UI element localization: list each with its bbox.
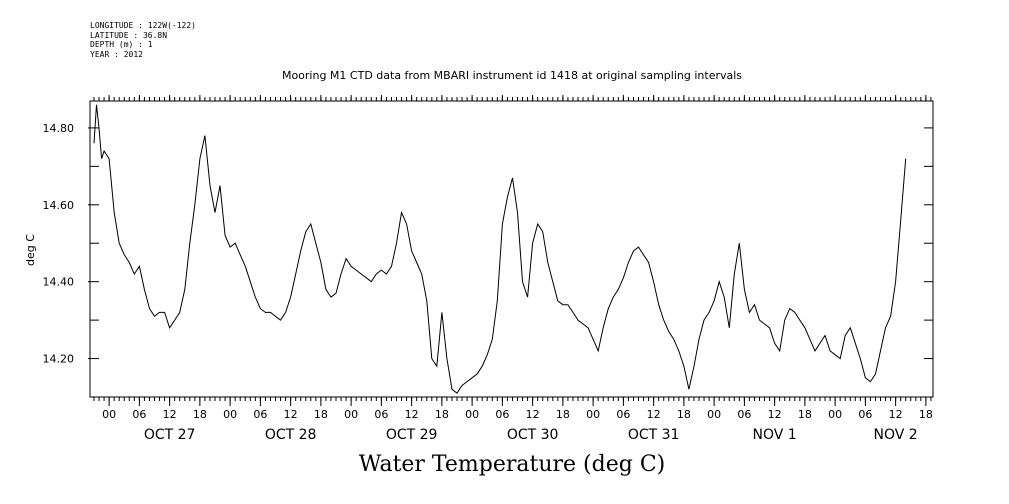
- x-tick-label: 12: [889, 408, 903, 421]
- x-date-label: OCT 27: [144, 427, 196, 443]
- axis-tick-labels: 00 06 12 18 00 06 12 18 00 06 12 18 00 06 12 18 00 06 12 18…: [43, 122, 933, 443]
- x-tick-label: 06: [616, 408, 630, 421]
- x-tick-label: 12: [163, 408, 177, 421]
- longitude-label: LONGITUDE : 122W(-122): [90, 21, 196, 30]
- axis-ticks: [88, 95, 933, 406]
- latitude-label: LATITUDE : 36.8N: [90, 30, 168, 40]
- x-date-label: OCT 29: [386, 427, 438, 443]
- x-tick-label: 00: [586, 408, 600, 421]
- x-date-label: NOV 1: [753, 427, 797, 443]
- x-tick-label: 00: [102, 408, 116, 421]
- x-tick-label: 18: [556, 408, 570, 421]
- y-tick-label: 14.40: [43, 276, 75, 289]
- plot-frame: [89, 100, 934, 398]
- x-tick-label: 12: [405, 408, 419, 421]
- metadata-block: LONGITUDE : 122W(-122) LATITUDE : 36.8N …: [90, 21, 196, 59]
- chart-title: Mooring M1 CTD data from MBARI instrumen…: [281, 69, 743, 82]
- x-tick-label: 00: [707, 408, 721, 421]
- x-tick-label: 00: [223, 408, 237, 421]
- x-date-label: OCT 28: [265, 427, 317, 443]
- x-tick-label: 00: [465, 408, 479, 421]
- y-axis-label: deg C: [24, 234, 37, 266]
- y-tick-label: 14.80: [43, 122, 75, 135]
- x-tick-label: 06: [858, 408, 872, 421]
- water-temperature-series-line: [93, 104, 907, 394]
- x-tick-label: 12: [768, 408, 782, 421]
- x-tick-label: 18: [314, 408, 328, 421]
- x-tick-label: 06: [737, 408, 751, 421]
- x-tick-label: 18: [193, 408, 207, 421]
- x-tick-label: 12: [284, 408, 298, 421]
- x-tick-label: 18: [798, 408, 812, 421]
- x-tick-label: 18: [919, 408, 933, 421]
- x-tick-label: 06: [495, 408, 509, 421]
- x-date-label: OCT 30: [507, 427, 559, 443]
- footer-title: Water Temperature (deg C): [358, 452, 666, 477]
- x-date-label: OCT 31: [628, 427, 680, 443]
- x-tick-label: 12: [526, 408, 540, 421]
- x-tick-label: 18: [435, 408, 449, 421]
- y-tick-label: 14.60: [43, 199, 75, 212]
- depth-label: DEPTH (m) : 1: [90, 40, 153, 49]
- x-tick-label: 06: [132, 408, 146, 421]
- x-tick-label: 12: [647, 408, 661, 421]
- x-date-label: NOV 2: [874, 427, 918, 443]
- y-tick-label: 14.20: [43, 353, 75, 366]
- x-tick-label: 06: [374, 408, 388, 421]
- x-tick-label: 18: [677, 408, 691, 421]
- year-label: YEAR : 2012: [90, 49, 143, 59]
- series-group: [93, 104, 907, 394]
- x-tick-label: 06: [253, 408, 267, 421]
- x-tick-label: 00: [344, 408, 358, 421]
- x-tick-label: 00: [828, 408, 842, 421]
